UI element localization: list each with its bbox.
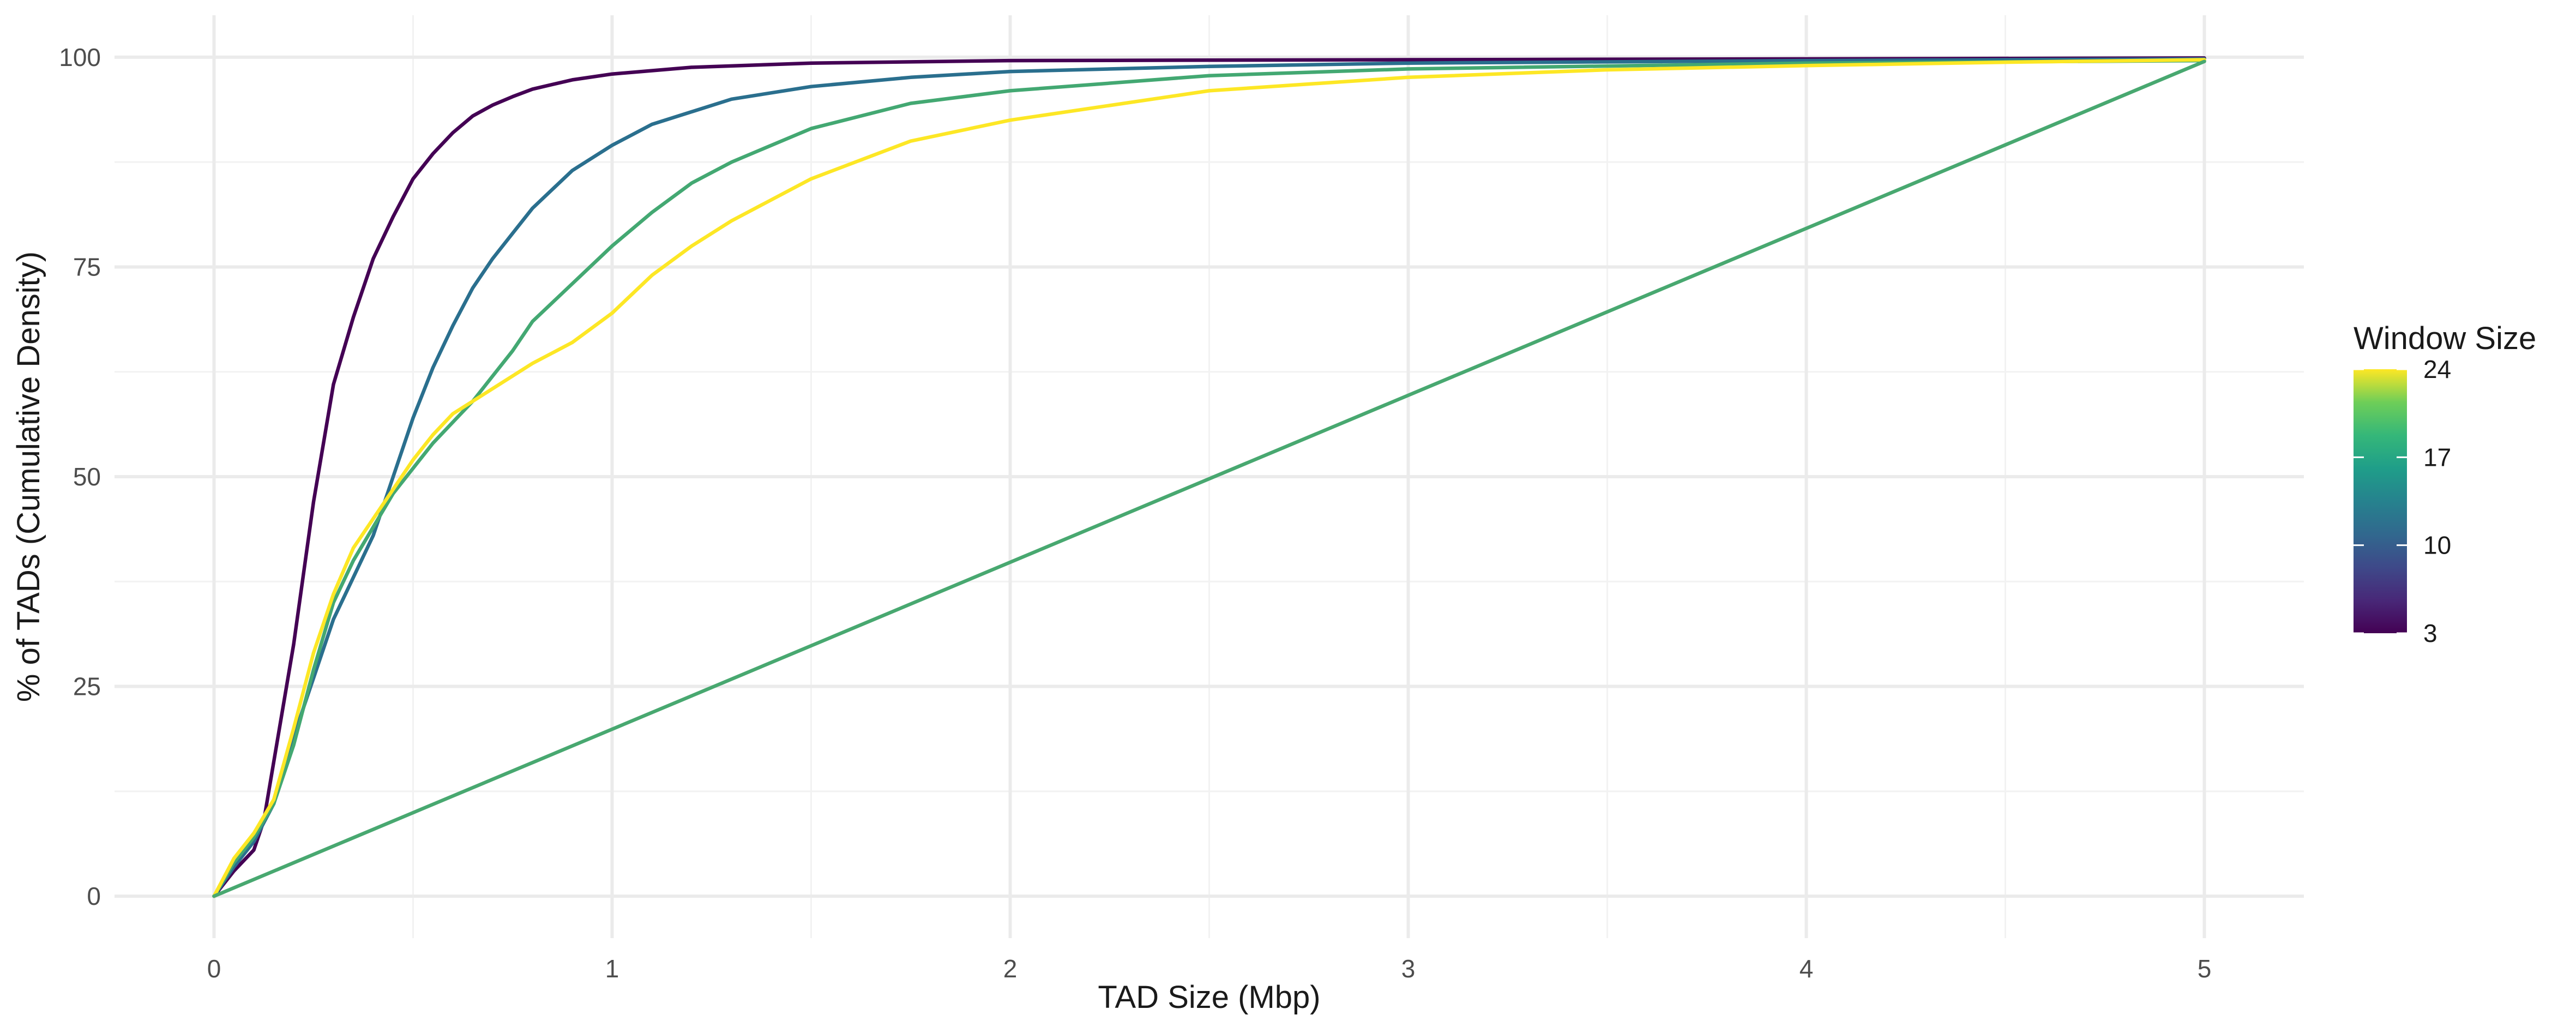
x-tick-label: 5 [2198,954,2212,983]
x-tick-label: 0 [207,954,221,983]
series-line-window-24 [212,58,2206,898]
series-line-window-3 [212,56,2206,898]
x-tick-label: 3 [1401,954,1416,983]
y-axis-title: % of TADs (Cumulative Density) [11,251,46,702]
legend-tick-label: 24 [2423,355,2451,383]
series-line-window-17 [212,59,2206,898]
grid-lines [115,15,2304,938]
legend-tick-label: 3 [2423,619,2437,647]
x-tick-label: 4 [1799,954,1814,983]
y-tick-label: 100 [59,43,101,71]
y-tick-label: 0 [87,882,101,910]
series-line-window-17 [212,58,2206,898]
y-tick-label: 75 [73,253,101,281]
legend: Window Size 3 10 17 24 [2354,321,2536,647]
x-axis-title: TAD Size (Mbp) [1098,980,1320,1015]
x-tick-label: 2 [1003,954,1018,983]
legend-title: Window Size [2354,321,2536,356]
legend-tick-label: 10 [2423,531,2451,560]
legend-tick-label: 17 [2423,443,2451,471]
legend-colorbar [2354,369,2407,633]
x-tick-label: 1 [605,954,619,983]
data-series [212,56,2206,898]
y-tick-label: 25 [73,672,101,701]
legend-ticks: 3 10 17 24 [2354,355,2451,647]
y-tick-label: 50 [73,463,101,491]
